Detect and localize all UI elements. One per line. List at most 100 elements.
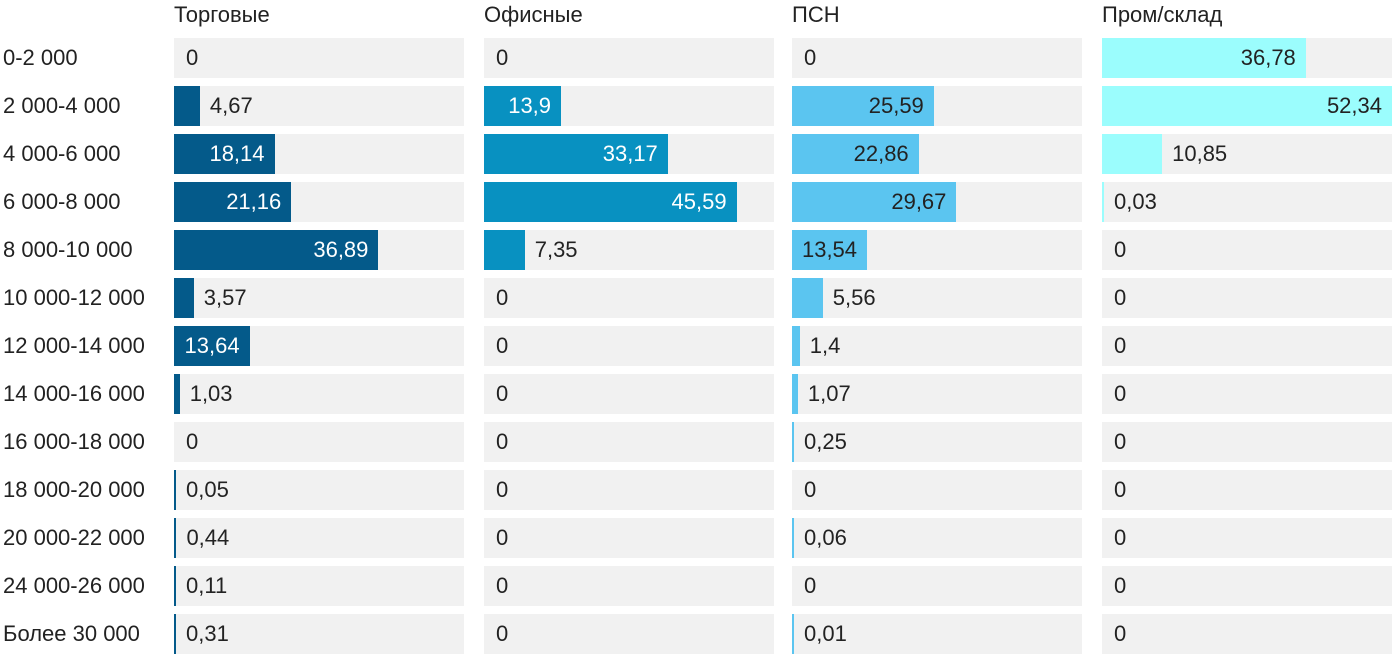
- data-label: 45,59: [671, 189, 727, 214]
- bar: [174, 374, 180, 414]
- bar-track: 0: [174, 38, 464, 78]
- bar: [792, 374, 798, 414]
- data-label: 22,86: [853, 141, 909, 166]
- bar-track: 21,16: [174, 182, 464, 222]
- data-label: 0,06: [804, 525, 847, 550]
- data-label: 0,11: [186, 573, 228, 598]
- row-label: 0-2 000: [3, 45, 78, 70]
- bar-track: 0: [484, 566, 774, 606]
- bar-track: 1,07: [792, 374, 1082, 414]
- bar: [484, 230, 525, 270]
- data-label: 0: [186, 429, 199, 454]
- bar-track: 0: [1102, 278, 1392, 318]
- bar-track: 0: [484, 614, 774, 654]
- row-label: 6 000-8 000: [3, 189, 121, 214]
- data-label: 18,14: [209, 141, 265, 166]
- bar-track: 1,03: [174, 374, 464, 414]
- bar: [174, 134, 275, 174]
- bar-track: 0: [484, 518, 774, 558]
- bar-track: 18,14: [174, 134, 464, 174]
- bar-track: 0: [1102, 422, 1392, 462]
- row-label: Более 30 000: [3, 621, 140, 646]
- data-label: 0: [496, 333, 509, 358]
- data-label: 1,07: [807, 381, 851, 406]
- data-label: 0,03: [1114, 189, 1157, 214]
- bar: [174, 614, 176, 654]
- row-label: 16 000-18 000: [3, 429, 145, 454]
- data-label: 3,57: [203, 285, 247, 310]
- bar-track: 0: [484, 422, 774, 462]
- data-label: 0: [186, 45, 199, 70]
- data-label: 13,9: [508, 93, 552, 118]
- data-label: 21,16: [226, 189, 282, 214]
- row-label: 12 000-14 000: [3, 333, 145, 358]
- data-label: 52,34: [1326, 93, 1382, 118]
- bar: [174, 86, 200, 126]
- row-label: 18 000-20 000: [3, 477, 145, 502]
- bar: [792, 278, 823, 318]
- data-label: 1,4: [809, 333, 841, 358]
- bar-track: 0: [484, 374, 774, 414]
- data-label: 0: [1114, 429, 1127, 454]
- bar-track: 0: [484, 278, 774, 318]
- series-title: Пром/склад: [1102, 2, 1223, 27]
- data-label: 0: [496, 285, 509, 310]
- bar-track: 45,59: [484, 182, 774, 222]
- bar: [792, 326, 800, 366]
- data-label: 0: [1114, 621, 1127, 646]
- bar: [792, 182, 957, 222]
- bar: [792, 518, 794, 558]
- data-label: 0: [1114, 237, 1127, 262]
- bar-track: 52,34: [1102, 86, 1392, 126]
- bar-track: 4,67: [174, 86, 464, 126]
- bar: [792, 230, 868, 270]
- bar: [174, 566, 176, 606]
- bar-track: 0: [792, 38, 1082, 78]
- data-label: 10,85: [1172, 141, 1228, 166]
- data-label: 36,89: [313, 237, 369, 262]
- data-label: 13,54: [801, 237, 858, 262]
- bar-track: 0: [1102, 614, 1392, 654]
- data-label: 0: [496, 45, 509, 70]
- bar-track: 7,35: [484, 230, 774, 270]
- data-label: 0,05: [186, 477, 229, 502]
- bar-track: 0: [1102, 230, 1392, 270]
- bar-track: 13,54: [792, 230, 1082, 270]
- data-label: 5,56: [832, 285, 876, 310]
- bar-track: 0,44: [174, 518, 464, 558]
- data-label: 0: [1114, 573, 1127, 598]
- bar-track: 0: [484, 470, 774, 510]
- bar-track: 1,4: [792, 326, 1082, 366]
- row-label: 14 000-16 000: [3, 381, 145, 406]
- bar: [792, 134, 919, 174]
- bar: [1102, 134, 1163, 174]
- data-label: 0,01: [804, 621, 847, 646]
- bar-track: 0: [484, 326, 774, 366]
- bar-track: 36,78: [1102, 38, 1392, 78]
- bar: [1102, 38, 1306, 78]
- data-label: 4,67: [209, 93, 253, 118]
- bar: [484, 134, 668, 174]
- bar-track: 22,86: [792, 134, 1082, 174]
- data-label: 0: [496, 429, 509, 454]
- bar: [174, 518, 177, 558]
- bar-track: 0: [792, 470, 1082, 510]
- bar-track: 0,11: [174, 566, 464, 606]
- data-label: 29,67: [891, 189, 947, 214]
- row-label: 10 000-12 000: [3, 285, 145, 310]
- bar: [792, 614, 794, 654]
- data-label: 0: [496, 573, 509, 598]
- bar-track: 0: [1102, 566, 1392, 606]
- bar-track: 0,01: [792, 614, 1082, 654]
- data-label: 0: [804, 573, 817, 598]
- row-label: 24 000-26 000: [3, 573, 145, 598]
- data-label: 25,59: [868, 93, 924, 118]
- bar-track: 0,31: [174, 614, 464, 654]
- bar: [174, 230, 379, 270]
- data-label: 33,17: [602, 141, 658, 166]
- data-label: 7,35: [534, 237, 578, 262]
- bar: [792, 86, 934, 126]
- data-label: 0: [804, 477, 817, 502]
- bar-track: 33,17: [484, 134, 774, 174]
